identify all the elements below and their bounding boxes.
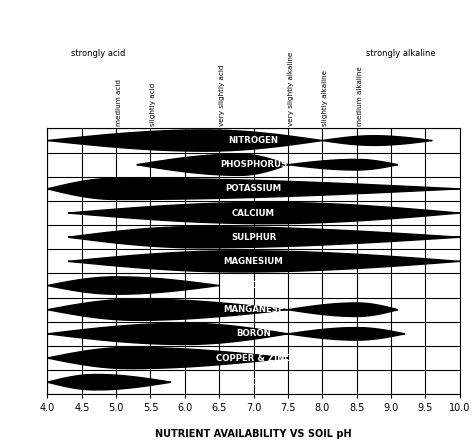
Text: PHOSPHORUS: PHOSPHORUS xyxy=(220,160,287,169)
Polygon shape xyxy=(47,299,288,320)
Text: CALCIUM: CALCIUM xyxy=(232,209,275,218)
Polygon shape xyxy=(47,347,288,369)
Text: very slightly acid: very slightly acid xyxy=(219,65,225,126)
Text: medium acid: medium acid xyxy=(116,79,122,126)
Polygon shape xyxy=(137,154,288,175)
Text: NITROGEN: NITROGEN xyxy=(228,136,279,145)
Polygon shape xyxy=(288,327,405,340)
Polygon shape xyxy=(288,159,398,170)
Text: MOLYBDENUM: MOLYBDENUM xyxy=(220,378,287,387)
Text: BORON: BORON xyxy=(236,329,271,338)
Polygon shape xyxy=(47,323,288,345)
Text: strongly acid: strongly acid xyxy=(72,49,126,58)
Text: SULPHUR: SULPHUR xyxy=(231,233,276,242)
Text: slightly alkaline: slightly alkaline xyxy=(322,70,328,126)
Polygon shape xyxy=(68,226,460,248)
Polygon shape xyxy=(47,178,460,199)
Text: MANGANESE: MANGANESE xyxy=(223,305,284,314)
Text: MAGNESIUM: MAGNESIUM xyxy=(224,257,283,266)
Polygon shape xyxy=(288,303,398,316)
Polygon shape xyxy=(68,251,460,272)
Polygon shape xyxy=(47,277,219,294)
Text: NUTRIENT AVAILABILITY VS SOIL pH: NUTRIENT AVAILABILITY VS SOIL pH xyxy=(155,428,352,439)
Polygon shape xyxy=(68,202,460,224)
Text: IRON: IRON xyxy=(242,281,265,290)
Text: slightly acid: slightly acid xyxy=(151,83,156,126)
Polygon shape xyxy=(47,374,171,390)
Polygon shape xyxy=(322,136,432,145)
Text: POTASSIUM: POTASSIUM xyxy=(226,184,282,194)
Text: COPPER & ZINC: COPPER & ZINC xyxy=(216,354,291,362)
Text: very slightly alkaline: very slightly alkaline xyxy=(288,52,294,126)
Text: strongly alkaline: strongly alkaline xyxy=(366,49,436,58)
Text: medium alkaline: medium alkaline xyxy=(356,66,363,126)
Polygon shape xyxy=(47,130,322,151)
